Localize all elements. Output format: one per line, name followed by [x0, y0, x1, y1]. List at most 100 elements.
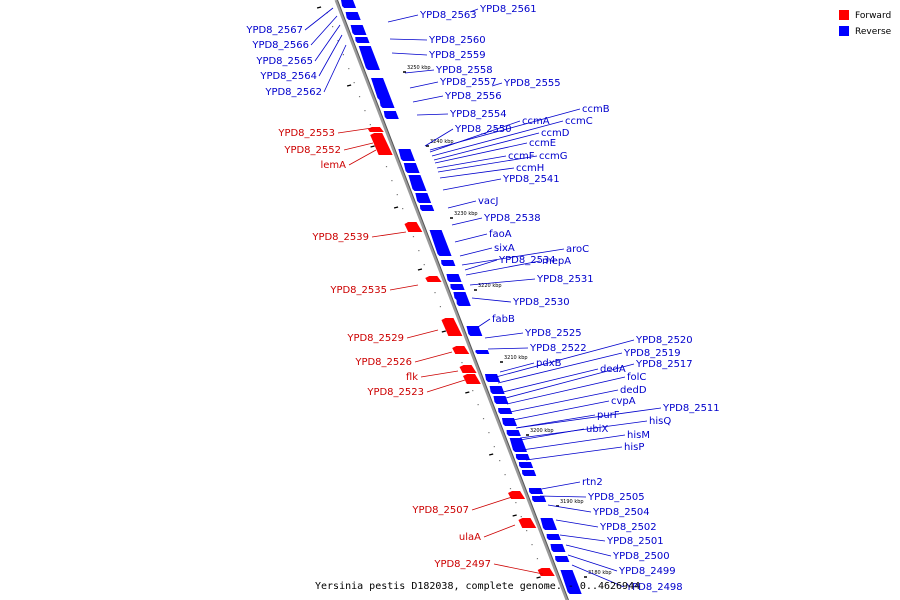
reverse-gene-leader — [487, 347, 529, 350]
reverse-gene-leader — [519, 428, 585, 441]
reverse-gene-label: ccmF — [508, 151, 535, 162]
minor-tick — [370, 145, 375, 148]
position-dot — [353, 82, 355, 84]
position-dot — [423, 264, 425, 266]
reverse-gene-block — [506, 430, 521, 436]
reverse-gene-block — [509, 438, 528, 452]
reverse-gene-label: YPD8_2561 — [479, 4, 537, 15]
position-dot — [412, 236, 415, 238]
reverse-gene-label: YPD8_2522 — [529, 343, 587, 354]
reverse-gene-block — [484, 374, 501, 382]
reverse-gene-leader — [469, 8, 479, 13]
reverse-gene-leader — [535, 481, 581, 491]
reverse-gene-block — [379, 100, 395, 108]
minor-tick — [316, 6, 322, 9]
forward-gene-label: YPD8_2526 — [354, 357, 412, 368]
position-dot — [488, 432, 490, 434]
forward-gene-block — [441, 318, 463, 336]
reverse-gene-label: YPD8_2541 — [502, 174, 560, 185]
reverse-gene-leader — [539, 495, 587, 498]
forward-gene-label: YPD8_2529 — [346, 333, 404, 344]
reverse-gene-label: mepA — [542, 256, 571, 267]
reverse-gene-block — [450, 284, 465, 290]
reverse-gene-block — [441, 260, 456, 266]
kbp-tick-label: 3240 kbp — [430, 139, 454, 145]
reverse-gene-label: YPD8_2563 — [419, 10, 477, 21]
position-dot — [402, 208, 404, 210]
reverse-gene-leader — [412, 95, 444, 103]
reverse-gene-label: hisP — [624, 442, 644, 453]
reverse-gene-leader — [559, 534, 606, 542]
reverse-gene-label: ccmE — [529, 138, 556, 149]
reverse-gene-block — [350, 25, 367, 35]
reverse-gene-leader — [525, 446, 623, 461]
reverse-gene-label: folC — [627, 372, 646, 383]
reverse-gene-block — [498, 408, 513, 414]
position-dot — [369, 124, 371, 126]
reverse-gene-leader — [499, 362, 535, 373]
reverse-gene-block — [355, 37, 370, 43]
forward-gene-block — [404, 222, 423, 232]
kbp-tick-label: 3190 kbp — [560, 499, 584, 505]
reverse-gene-leader — [404, 69, 435, 74]
forward-gene-leader — [343, 142, 374, 151]
kbp-tick-label: 3180 kbp — [588, 570, 612, 576]
forward-gene-leader — [471, 496, 513, 511]
position-dot — [472, 390, 474, 392]
reverse-gene-leader — [484, 332, 524, 339]
reverse-gene-leader — [454, 233, 488, 243]
forward-gene-label: YPD8_2553 — [277, 128, 335, 139]
forward-gene-leader — [389, 284, 419, 291]
forward-gene-block — [452, 346, 470, 354]
reverse-gene-block — [345, 12, 361, 20]
reverse-gene-leader — [314, 24, 341, 62]
forward-gene-leader — [483, 524, 516, 538]
reverse-gene-label: YPD8_2538 — [483, 213, 541, 224]
reverse-gene-label: YPD8_2555 — [503, 78, 561, 89]
position-dot — [391, 180, 393, 182]
reverse-gene-leader — [436, 155, 507, 169]
reverse-gene-leader — [433, 132, 540, 161]
forward-gene-label: lemA — [320, 160, 346, 171]
reverse-gene-leader — [521, 434, 626, 451]
reverse-gene-block — [555, 556, 570, 562]
position-dot — [396, 194, 398, 196]
minor-tick — [441, 330, 446, 333]
forward-gene-block — [518, 518, 537, 528]
reverse-gene-block — [550, 544, 566, 552]
position-dot — [520, 516, 522, 518]
position-dot — [439, 306, 442, 308]
position-dot — [418, 250, 420, 252]
reverse-gene-leader — [477, 318, 491, 328]
reverse-gene-block — [456, 300, 471, 306]
legend-swatch — [839, 10, 849, 20]
reverse-gene-block — [493, 396, 509, 404]
reverse-gene-label: dedD — [620, 385, 647, 396]
reverse-gene-leader — [434, 142, 528, 164]
reverse-gene-label: YPD8_2504 — [592, 507, 650, 518]
reverse-gene-label: aroC — [566, 244, 589, 255]
reverse-gene-leader — [310, 15, 338, 46]
reverse-gene-leader — [389, 38, 428, 41]
reverse-gene-label: purF — [597, 410, 620, 421]
reverse-gene-label: YPD8_2511 — [662, 403, 720, 414]
reverse-gene-leader — [515, 407, 662, 429]
reverse-gene-block — [515, 454, 531, 460]
forward-gene-label: YPD8_2539 — [311, 232, 369, 243]
forward-gene-label: YPD8_2507 — [411, 505, 469, 516]
forward-gene-label: YPD8_2523 — [366, 387, 424, 398]
reverse-gene-label: rtn2 — [582, 477, 603, 488]
position-dot — [337, 40, 339, 42]
reverse-gene-label: YPD8_2505 — [587, 492, 645, 503]
reverse-gene-leader — [318, 34, 343, 77]
position-dot — [358, 96, 361, 98]
reverse-gene-leader — [323, 44, 347, 93]
reverse-gene-label: YPD8_2560 — [428, 35, 486, 46]
minor-tick — [536, 576, 541, 579]
reverse-gene-block — [341, 0, 357, 8]
reverse-gene-block — [518, 462, 534, 468]
reverse-gene-leader — [565, 544, 612, 557]
position-dot — [342, 54, 344, 56]
reverse-gene-label: cvpA — [611, 396, 636, 407]
